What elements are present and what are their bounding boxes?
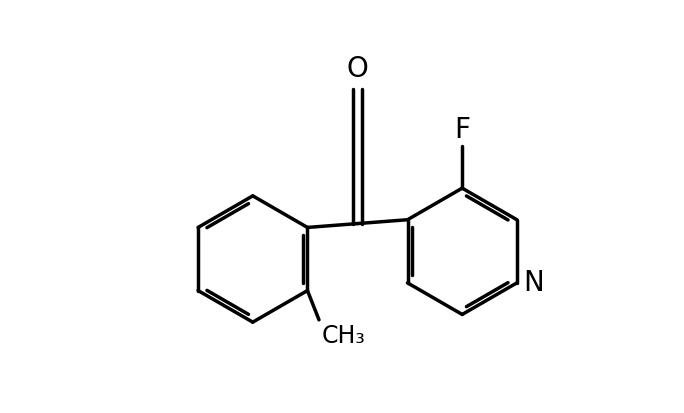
Text: O: O [347, 55, 369, 83]
Text: F: F [454, 116, 470, 143]
Text: CH₃: CH₃ [321, 324, 365, 348]
Text: N: N [523, 269, 544, 297]
